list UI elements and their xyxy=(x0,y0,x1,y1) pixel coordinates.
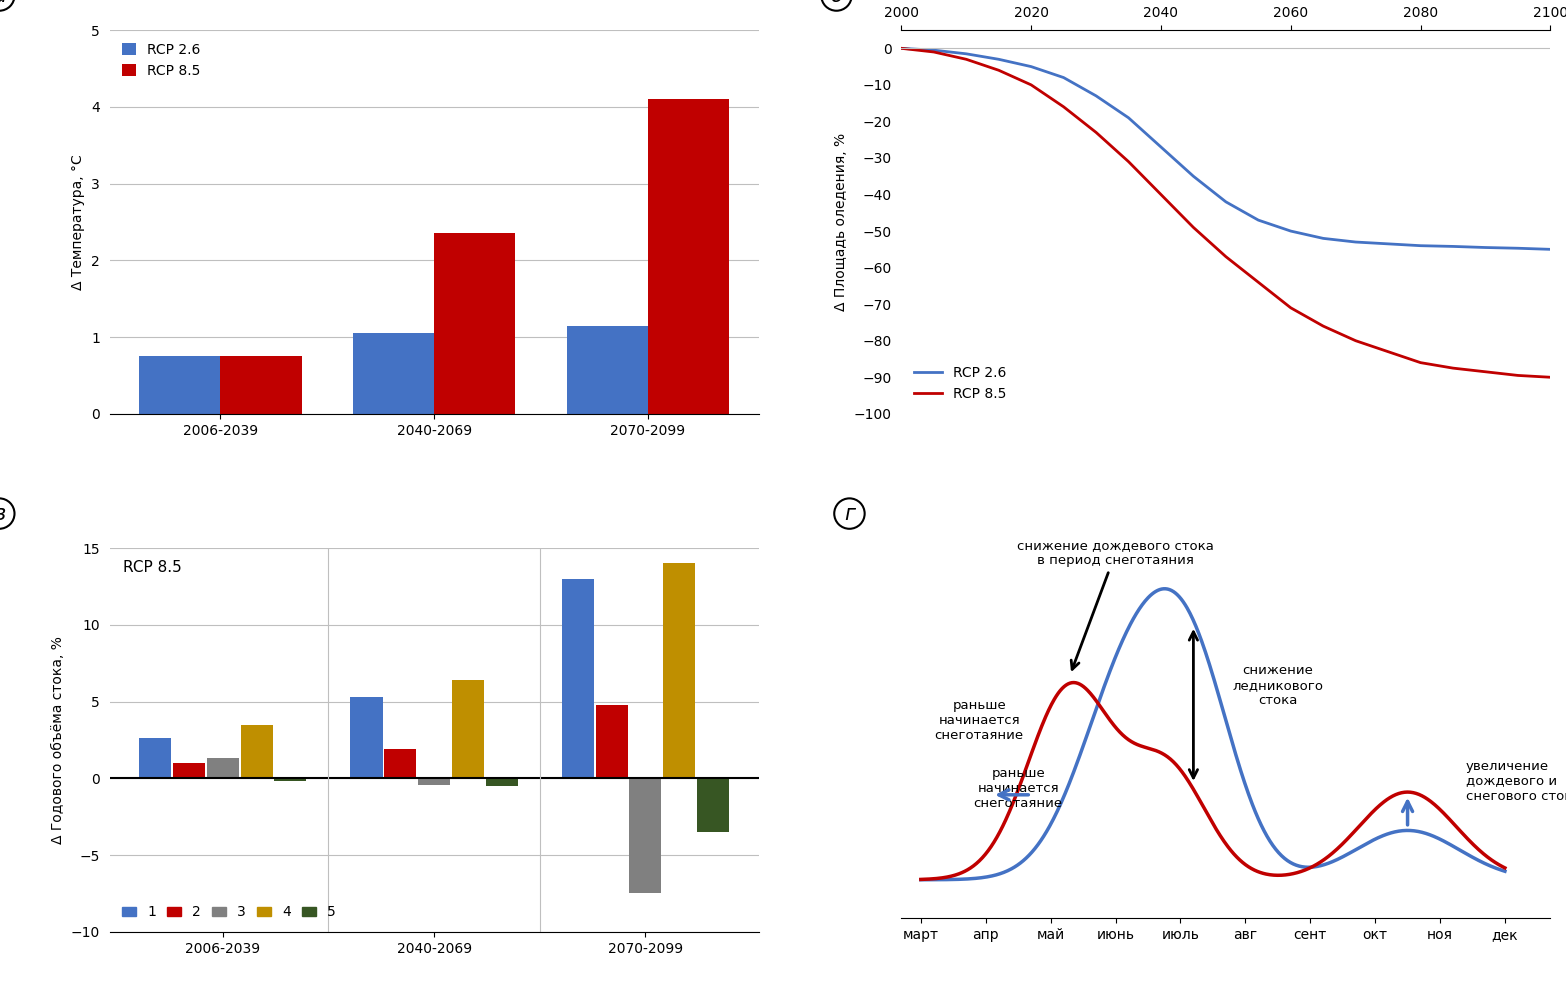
RCP 2.6 xyxy=(893,42,911,54)
Legend: RCP 2.6, RCP 8.5: RCP 2.6, RCP 8.5 xyxy=(908,361,1012,407)
RCP 8.5 xyxy=(990,64,1009,76)
Legend: RCP 2.6, RCP 8.5: RCP 2.6, RCP 8.5 xyxy=(116,37,207,83)
RCP 2.6 xyxy=(1314,232,1333,244)
Y-axis label: Δ Годового объёма стока, %: Δ Годового объёма стока, % xyxy=(52,636,66,844)
RCP 8.5 xyxy=(1250,277,1268,289)
Bar xyxy=(485,779,518,786)
RCP 2.6 xyxy=(1184,170,1203,182)
RCP 8.5 xyxy=(1378,346,1397,358)
Bar xyxy=(662,563,695,779)
RCP 8.5 xyxy=(924,46,943,58)
Bar xyxy=(221,357,302,414)
RCP 2.6 xyxy=(1087,90,1106,102)
RCP 2.6 xyxy=(990,53,1009,65)
Y-axis label: Δ Площадь оледения, %: Δ Площадь оледения, % xyxy=(835,133,849,311)
RCP 8.5 xyxy=(957,53,976,65)
RCP 2.6 xyxy=(1477,241,1496,254)
Bar xyxy=(352,334,434,414)
Bar xyxy=(274,779,307,782)
RCP 8.5 xyxy=(1281,302,1300,314)
RCP 8.5 xyxy=(1054,101,1073,113)
Bar xyxy=(648,99,730,414)
RCP 8.5 xyxy=(893,42,911,54)
Bar xyxy=(207,759,240,779)
RCP 2.6 xyxy=(1378,237,1397,249)
Bar xyxy=(567,326,648,414)
Bar xyxy=(562,579,594,779)
RCP 2.6 xyxy=(1541,243,1560,256)
Bar xyxy=(139,357,221,414)
RCP 2.6 xyxy=(1281,225,1300,237)
RCP 8.5 xyxy=(1411,357,1430,369)
RCP 8.5 xyxy=(1151,188,1170,200)
RCP 2.6 xyxy=(1250,214,1268,226)
RCP 8.5 xyxy=(1021,79,1040,91)
RCP 2.6 xyxy=(924,44,943,56)
RCP 2.6 xyxy=(1021,60,1040,72)
Bar xyxy=(697,779,730,832)
Text: б: б xyxy=(830,0,843,6)
Text: г: г xyxy=(844,504,855,524)
RCP 8.5 xyxy=(1347,335,1366,347)
RCP 2.6 xyxy=(1347,236,1366,248)
RCP 8.5 xyxy=(1508,370,1527,382)
Bar xyxy=(351,697,382,779)
RCP 2.6 xyxy=(957,48,976,60)
Bar xyxy=(139,738,171,779)
Bar xyxy=(418,779,449,785)
RCP 8.5 xyxy=(1120,155,1138,167)
RCP 2.6 xyxy=(1217,195,1236,207)
Y-axis label: Δ Температура, °С: Δ Температура, °С xyxy=(72,154,86,290)
Text: в: в xyxy=(0,504,5,524)
Bar xyxy=(384,749,417,779)
RCP 8.5 xyxy=(1477,366,1496,378)
Line: RCP 2.6: RCP 2.6 xyxy=(902,48,1550,249)
RCP 2.6 xyxy=(1444,240,1463,253)
Legend: 1, 2, 3, 4, 5: 1, 2, 3, 4, 5 xyxy=(116,900,341,925)
RCP 8.5 xyxy=(1314,320,1333,332)
Text: раньше
начинается
снеготаяние: раньше начинается снеготаяние xyxy=(974,768,1063,811)
Bar xyxy=(434,233,515,414)
Bar xyxy=(453,680,484,779)
RCP 8.5 xyxy=(1444,362,1463,374)
RCP 8.5 xyxy=(1541,372,1560,384)
Text: увеличение
дождевого и
снегового стока: увеличение дождевого и снегового стока xyxy=(1466,760,1566,803)
RCP 2.6 xyxy=(1508,242,1527,255)
RCP 8.5 xyxy=(1217,250,1236,263)
Bar xyxy=(172,763,205,779)
RCP 2.6 xyxy=(1151,141,1170,153)
RCP 2.6 xyxy=(1411,239,1430,252)
Text: снижение дождевого стока
в период снеготаяния: снижение дождевого стока в период снегот… xyxy=(1016,539,1214,669)
Text: раньше
начинается
снеготаяние: раньше начинается снеготаяние xyxy=(935,699,1024,742)
Text: RCP 8.5: RCP 8.5 xyxy=(122,560,182,574)
Text: снижение
ледникового
стока: снижение ледникового стока xyxy=(1232,663,1323,706)
Bar xyxy=(241,724,272,779)
RCP 8.5 xyxy=(1087,126,1106,138)
RCP 8.5 xyxy=(1184,221,1203,233)
Line: RCP 8.5: RCP 8.5 xyxy=(902,48,1550,378)
RCP 2.6 xyxy=(1120,112,1138,124)
Text: а: а xyxy=(0,0,6,6)
Bar xyxy=(630,779,661,894)
RCP 2.6 xyxy=(1054,71,1073,83)
Bar xyxy=(595,704,628,779)
